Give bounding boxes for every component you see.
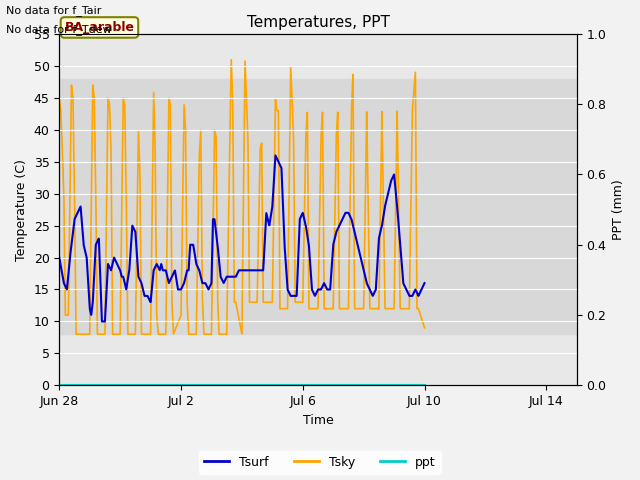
Text: No data for f_Tdew: No data for f_Tdew (6, 24, 112, 35)
Text: BA_arable: BA_arable (65, 21, 134, 34)
Tsky (374, 306, 382, 312)
Y-axis label: Temperature (C): Temperature (C) (15, 159, 28, 261)
Text: No data for f_Tair: No data for f_Tair (6, 5, 102, 16)
Tsurf (374, 246, 382, 252)
Tsurf (413, 291, 421, 297)
ppt (420, 383, 428, 388)
Tsky (97, 331, 105, 337)
ppt (56, 383, 63, 388)
Tsky (211, 130, 219, 136)
Tsurf (97, 292, 105, 298)
Tsurf (211, 223, 219, 228)
Bar (60, 79, 577, 334)
Tsurf (56, 255, 63, 261)
Tsky (119, 131, 127, 137)
Line: Tsky: Tsky (60, 60, 424, 334)
Tsurf (119, 274, 127, 279)
Tsurf (196, 268, 204, 274)
X-axis label: Time: Time (303, 414, 333, 427)
Tsky (413, 306, 421, 312)
Y-axis label: PPT (mm): PPT (mm) (612, 179, 625, 240)
Tsurf (420, 280, 428, 286)
Tsurf (98, 319, 106, 324)
Tsky (56, 95, 63, 101)
Tsky (227, 57, 235, 62)
Tsky (196, 150, 204, 156)
Tsky (420, 325, 428, 331)
Tsurf (271, 153, 279, 158)
Line: Tsurf: Tsurf (60, 156, 424, 322)
Legend: Tsurf, Tsky, ppt: Tsurf, Tsky, ppt (199, 451, 441, 474)
Title: Temperatures, PPT: Temperatures, PPT (246, 15, 389, 30)
Tsky (72, 331, 80, 337)
